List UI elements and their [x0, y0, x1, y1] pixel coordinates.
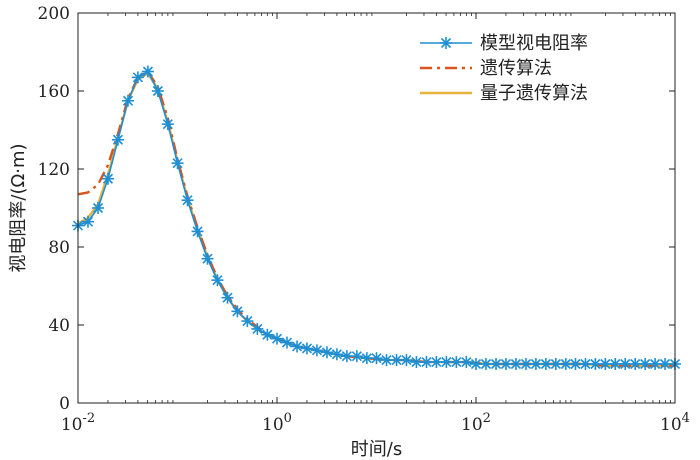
data-point-marker — [549, 358, 562, 370]
data-point-marker — [211, 274, 224, 287]
x-tick-label: 100 — [262, 411, 292, 435]
data-point-marker — [151, 85, 164, 97]
y-tick-label: 80 — [48, 238, 70, 258]
series-line-1 — [77, 70, 675, 368]
x-tick-label: 10-2 — [61, 411, 95, 435]
legend-label-0: 模型视电阻率 — [480, 33, 588, 54]
data-point-marker — [400, 354, 413, 367]
y-tick-label: 40 — [48, 316, 70, 336]
data-point-marker — [300, 342, 313, 355]
data-point-marker — [350, 350, 363, 363]
y-tick-label: 0 — [59, 394, 70, 414]
y-tick-label: 200 — [38, 4, 70, 24]
data-point-marker — [450, 356, 463, 369]
data-point-marker — [181, 194, 194, 207]
y-tick-label: 120 — [38, 160, 70, 180]
tick-marks — [77, 12, 676, 404]
data-point-marker — [92, 202, 105, 214]
data-point-marker — [569, 358, 582, 370]
data-point-marker — [111, 133, 124, 146]
data-point-marker — [410, 356, 423, 369]
x-axis-title: 时间/s — [351, 439, 402, 460]
data-point-marker — [231, 305, 244, 318]
y-axis-title: 视电阻率/(Ω·m) — [8, 143, 29, 272]
data-point-marker — [310, 344, 323, 357]
y-tick-labels: 0 40 80 120 160 200 — [38, 4, 70, 414]
data-point-marker — [380, 354, 393, 367]
y-tick-label: 160 — [38, 82, 70, 102]
data-point-marker — [191, 225, 204, 238]
data-point-marker — [121, 94, 134, 107]
data-point-marker — [619, 358, 632, 370]
data-point-marker — [509, 358, 522, 370]
data-point-marker — [479, 358, 492, 370]
data-point-marker — [370, 352, 383, 365]
series-layer — [72, 65, 681, 370]
data-point-marker — [171, 157, 184, 170]
data-point-marker — [599, 358, 612, 370]
data-point-marker — [330, 348, 343, 361]
x-tick-label: 104 — [660, 411, 690, 435]
series-line-2 — [77, 72, 675, 368]
data-point-marker — [440, 37, 452, 49]
data-point-marker — [131, 71, 144, 84]
data-point-marker — [201, 252, 214, 265]
legend-label-1: 遗传算法 — [480, 58, 552, 79]
data-point-marker — [261, 328, 274, 341]
data-point-marker — [629, 358, 642, 370]
data-point-marker — [141, 65, 154, 78]
data-point-marker — [280, 336, 293, 349]
legend-label-2: 量子遗传算法 — [480, 83, 588, 104]
data-point-marker — [101, 172, 114, 185]
data-point-marker — [251, 322, 264, 335]
data-point-marker — [291, 340, 304, 353]
data-point-marker — [271, 332, 283, 345]
data-point-marker — [221, 291, 234, 304]
data-point-marker — [320, 346, 333, 359]
series-line-0 — [77, 70, 675, 365]
data-point-marker — [241, 315, 254, 328]
x-tick-labels: 10-2 100 102 104 — [61, 411, 690, 435]
data-point-marker — [81, 215, 94, 228]
x-tick-label: 102 — [461, 411, 491, 435]
data-point-marker — [460, 356, 473, 369]
data-point-marker — [161, 118, 174, 131]
plot-frame — [77, 12, 676, 404]
